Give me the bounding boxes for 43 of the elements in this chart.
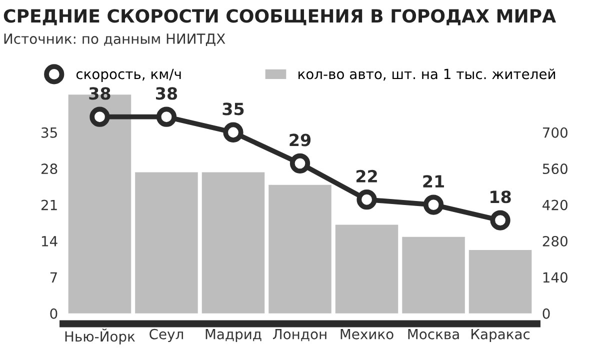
- data-label: 35: [222, 102, 244, 116]
- y2-tick-label: 140: [543, 272, 568, 283]
- chart-subtitle: Источник: по данным НИИТДХ: [4, 34, 226, 46]
- legend-label: скорость, км/ч: [76, 68, 181, 82]
- point: [356, 190, 377, 210]
- point: [490, 210, 510, 230]
- x-tick-label: Мехико: [340, 329, 394, 340]
- data-label: 29: [290, 134, 311, 146]
- bar: [402, 236, 465, 314]
- legend-label: кол-во авто, шт. на 1 тыс. жителей: [298, 68, 556, 81]
- x-tick-label: Москва: [408, 329, 459, 340]
- x-tick-label: Лондон: [272, 329, 326, 342]
- data-label: 18: [490, 190, 511, 204]
- point: [223, 122, 244, 142]
- y-tick-label: 35: [42, 127, 57, 138]
- y-tick-label: 28: [41, 164, 58, 174]
- y-tick-label: 7: [50, 272, 57, 282]
- data-label: 21: [423, 175, 444, 188]
- point: [90, 106, 110, 127]
- bar: [468, 250, 532, 314]
- y-tick-label: 14: [42, 236, 58, 246]
- y-tick-label: 0: [50, 308, 58, 319]
- x-tick-label: Сеул: [150, 328, 183, 342]
- chart-title: СРЕДНИЕ СКОРОСТИ СООБЩЕНИЯ В ГОРОДАХ МИРА: [4, 9, 556, 26]
- bar: [268, 184, 332, 314]
- bar: [135, 172, 198, 314]
- x-tick-label: Нью-Йорк: [65, 328, 135, 344]
- point: [156, 106, 177, 127]
- bar: [202, 172, 265, 314]
- y2-tick-label: 420: [542, 200, 568, 210]
- bar: [335, 224, 398, 314]
- y2-tick-label: 280: [542, 236, 568, 246]
- y2-tick-label: 700: [543, 127, 568, 138]
- x-tick-label: Мадрид: [206, 329, 262, 342]
- x-tick-label: Каракас: [472, 329, 530, 342]
- point: [423, 194, 444, 215]
- data-label: 38: [89, 87, 110, 100]
- point: [290, 153, 310, 174]
- data-label: 38: [156, 87, 178, 100]
- y2-tick-label: 0: [542, 308, 550, 319]
- y-tick-label: 21: [41, 200, 57, 210]
- data-label: 22: [356, 170, 377, 182]
- y2-tick-label: 560: [542, 164, 568, 174]
